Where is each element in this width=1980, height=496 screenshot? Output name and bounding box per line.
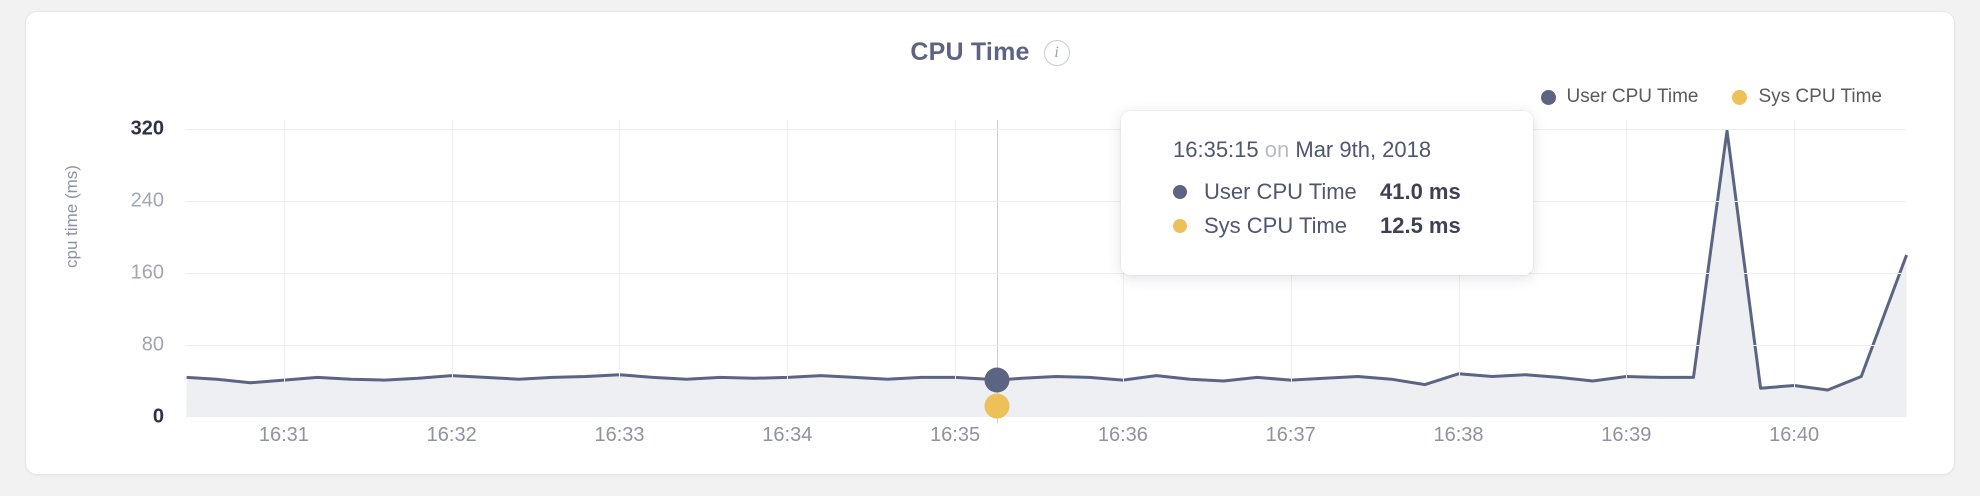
y-axis-labels: 0 80 160 240 320 — [26, 117, 178, 428]
x-axis-tick-label: 16:33 — [594, 424, 645, 446]
chart-header: CPU Time i — [26, 38, 1954, 67]
hover-point-user-cpu-time — [984, 367, 1010, 393]
y-axis-tick-label: 320 — [130, 117, 164, 140]
x-axis-tick-label: 16:31 — [258, 424, 309, 446]
hover-crosshair-line — [997, 120, 999, 423]
gridline-vertical — [1794, 120, 1796, 417]
legend-label-sys-cpu-time: Sys CPU Time — [1758, 86, 1882, 107]
gridline-horizontal — [186, 201, 1906, 202]
gridline-vertical — [1626, 120, 1628, 417]
legend-label-user-cpu-time: User CPU Time — [1566, 86, 1699, 107]
tooltip-timestamp: 16:35:15 on Mar 9th, 2018 — [1173, 137, 1533, 163]
tooltip-value-sys-cpu-time: 12.5 ms — [1380, 213, 1461, 238]
x-axis-tick-label: 16:34 — [762, 424, 813, 446]
y-axis-tick-label: 160 — [130, 261, 164, 284]
tooltip-value-user-cpu-time: 41.0 ms — [1380, 179, 1461, 204]
x-axis-tick-label: 16:38 — [1433, 424, 1484, 446]
tooltip-row-sys-cpu-time: Sys CPU Time 12.5 ms — [1173, 213, 1533, 239]
x-axis-tick-label: 16:35 — [930, 424, 981, 446]
tooltip-name-sys-cpu-time: Sys CPU Time — [1204, 213, 1348, 238]
line-user-cpu-time — [186, 129, 1908, 392]
legend-dot-sys-cpu-time — [1732, 89, 1748, 105]
plot-area[interactable] — [186, 120, 1908, 423]
x-axis-tick-label: 16:32 — [426, 424, 477, 446]
x-axis-labels: 16:31 16:32 16:33 16:34 16:35 16:36 16:37 16:38… — [186, 424, 1906, 456]
gridline-vertical — [787, 120, 789, 417]
gridline-horizontal — [186, 345, 1906, 346]
legend-item-user-cpu-time[interactable]: User CPU Time — [1540, 86, 1699, 108]
gridline-horizontal — [186, 273, 1906, 274]
area-fill-user-cpu-time — [186, 130, 1907, 418]
x-axis-tick-label: 16:40 — [1769, 424, 1820, 446]
x-axis-tick-label: 16:37 — [1265, 424, 1316, 446]
legend-item-sys-cpu-time[interactable]: Sys CPU Time — [1732, 86, 1882, 108]
tooltip-date: Mar 9th, 2018 — [1295, 137, 1432, 162]
gridline-vertical — [451, 120, 453, 417]
chart-legend: User CPU Time Sys CPU Time — [1540, 86, 1882, 108]
y-axis-tick-label: 0 — [152, 405, 164, 428]
x-axis-tick-label: 16:36 — [1097, 424, 1148, 446]
hover-point-sys-cpu-time — [984, 393, 1010, 419]
x-axis-tick-label: 16:39 — [1601, 424, 1652, 446]
gridline-vertical — [619, 120, 621, 417]
tooltip-time: 16:35:15 — [1173, 137, 1259, 162]
legend-dot-user-cpu-time — [1540, 89, 1556, 105]
tooltip-dot-sys-cpu-time — [1173, 219, 1187, 233]
hover-tooltip: 16:35:15 on Mar 9th, 2018 User CPU Time … — [1121, 111, 1533, 275]
tooltip-dot-user-cpu-time — [1173, 185, 1187, 199]
gridline-vertical — [955, 120, 957, 417]
y-axis-tick-label: 80 — [141, 333, 164, 356]
tooltip-on-word: on — [1264, 137, 1290, 162]
gridline-vertical — [283, 120, 285, 417]
page-title: CPU Time — [910, 38, 1030, 66]
info-icon[interactable]: i — [1043, 39, 1070, 66]
tooltip-name-user-cpu-time: User CPU Time — [1204, 179, 1357, 204]
tooltip-row-user-cpu-time: User CPU Time 41.0 ms — [1173, 179, 1533, 205]
gridline-horizontal — [186, 129, 1906, 130]
y-axis-tick-label: 240 — [130, 189, 164, 212]
cpu-time-chart-card: CPU Time i User CPU Time Sys CPU Time cp… — [25, 11, 1955, 475]
series-canvas — [186, 129, 1908, 418]
